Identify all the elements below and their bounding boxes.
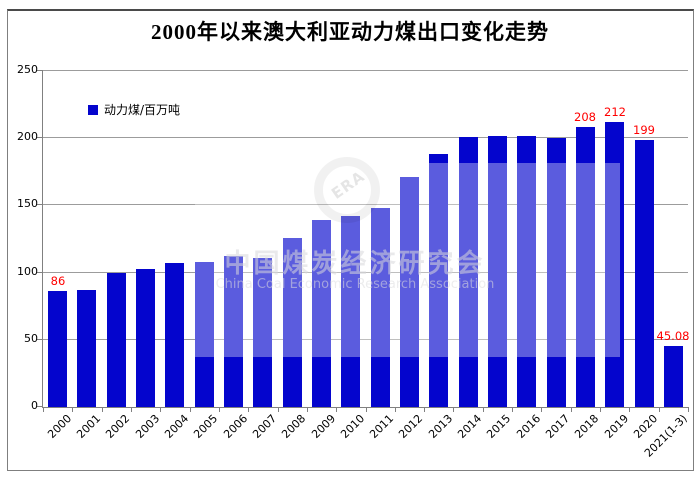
y-gridline — [43, 70, 688, 71]
bar — [547, 138, 566, 407]
value-label: 212 — [604, 105, 626, 119]
bar — [253, 258, 272, 407]
bar — [48, 291, 67, 407]
bar — [165, 263, 184, 407]
x-axis-tick — [571, 408, 572, 412]
bar — [517, 136, 536, 407]
y-axis-tick — [37, 137, 43, 138]
y-axis-tick — [37, 339, 43, 340]
x-axis-tick — [600, 408, 601, 412]
x-axis-tick — [131, 408, 132, 412]
y-tick-label: 100 — [17, 265, 38, 278]
bar — [400, 177, 419, 407]
bar — [488, 136, 507, 407]
x-axis-tick — [43, 408, 44, 412]
x-axis-tick — [307, 408, 308, 412]
x-axis-tick — [541, 408, 542, 412]
value-label: 199 — [633, 123, 655, 137]
watermark-overlay — [195, 163, 620, 357]
y-axis — [42, 71, 43, 408]
y-axis-tick — [37, 406, 43, 407]
x-axis-tick — [424, 408, 425, 412]
x-axis-tick — [336, 408, 337, 412]
y-axis-tick — [37, 204, 43, 205]
x-axis-tick — [395, 408, 396, 412]
watermark-text-cn: 中国煤炭经济研究会 — [224, 249, 486, 279]
bar — [77, 290, 96, 407]
y-tick-label: 50 — [24, 332, 38, 345]
x-axis-tick — [102, 408, 103, 412]
bar — [107, 273, 126, 407]
bar — [224, 256, 243, 407]
x-axis — [43, 407, 689, 408]
x-axis-tick — [483, 408, 484, 412]
y-tick-label: 250 — [17, 63, 38, 76]
legend: 动力煤/百万吨 — [88, 101, 180, 118]
value-label: 208 — [574, 110, 596, 124]
x-axis-tick — [190, 408, 191, 412]
legend-label: 动力煤/百万吨 — [104, 103, 181, 117]
x-axis-tick — [278, 408, 279, 412]
y-tick-label: 200 — [17, 130, 38, 143]
x-axis-tick — [248, 408, 249, 412]
bar — [459, 137, 478, 407]
x-axis-tick — [160, 408, 161, 412]
y-axis-tick — [37, 272, 43, 273]
y-gridline — [43, 339, 688, 340]
x-axis-tick — [366, 408, 367, 412]
x-axis-tick — [688, 408, 689, 412]
bar — [136, 269, 155, 407]
bar — [371, 208, 390, 407]
bar — [341, 216, 360, 407]
value-label: 86 — [50, 274, 66, 288]
y-gridline — [43, 272, 688, 273]
value-label: 45.08 — [656, 329, 690, 343]
x-axis-tick — [629, 408, 630, 412]
bar — [576, 127, 595, 407]
bar — [195, 262, 214, 407]
y-tick-label: 150 — [17, 197, 38, 210]
bar — [429, 154, 448, 407]
watermark-logo-icon — [314, 157, 380, 223]
bar — [605, 122, 624, 407]
x-axis-tick — [219, 408, 220, 412]
y-axis-tick — [37, 70, 43, 71]
bar — [664, 346, 683, 407]
y-gridline — [43, 137, 688, 138]
x-axis-tick — [512, 408, 513, 412]
x-axis-tick — [453, 408, 454, 412]
x-axis-tick — [72, 408, 73, 412]
chart-title: 2000年以来澳大利亚动力煤出口变化走势 — [151, 20, 549, 44]
watermark-text-en: China Coal Economic Research Association — [215, 277, 495, 292]
legend-marker-icon — [88, 104, 98, 115]
bar — [312, 220, 331, 407]
bar — [635, 140, 654, 407]
x-axis-tick — [659, 408, 660, 412]
y-tick-label: 0 — [31, 399, 38, 412]
bar — [283, 238, 302, 407]
